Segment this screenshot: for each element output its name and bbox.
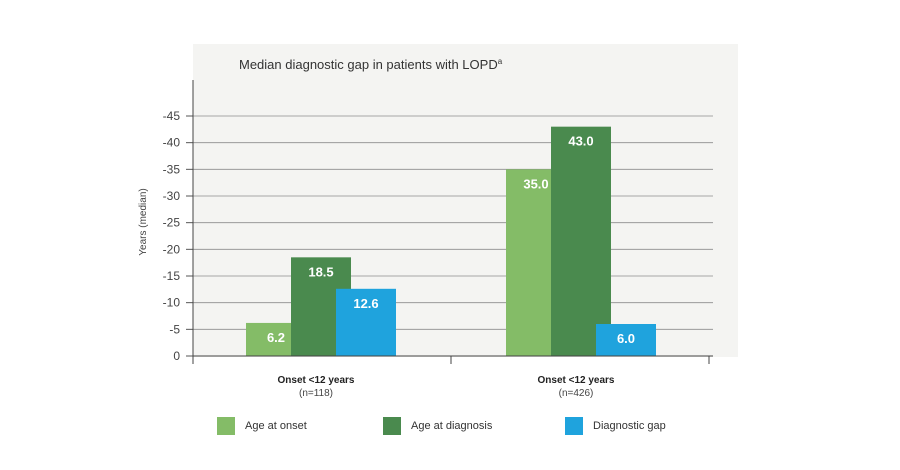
y-tick-label: -10: [163, 296, 181, 310]
chart-title-superscript: a: [498, 57, 503, 66]
y-tick-label: -35: [163, 162, 181, 176]
chart-title: Median diagnostic gap in patients with L…: [239, 57, 503, 72]
bar-value-label: 6.2: [267, 330, 285, 345]
category-labels: Onset <12 years (n=118) Onset <12 years (n=…: [278, 375, 615, 399]
y-tick-label: -20: [163, 242, 181, 256]
category-label: Onset <12 years: [538, 375, 615, 386]
y-tick-labels: 0 -5 -10 -15 -20 -25 -30 -35 -40 -45: [163, 109, 193, 363]
y-tick-label: -15: [163, 269, 181, 283]
bar-value-label: 18.5: [308, 264, 333, 279]
y-tick-label: -5: [169, 322, 180, 336]
y-tick-label: 0: [173, 349, 180, 363]
bar-diagnostic-gap-2: [596, 324, 656, 356]
bar-value-label: 35.0: [523, 176, 548, 191]
category-label: Onset <12 years: [278, 375, 355, 386]
category-sublabel: (n=426): [559, 388, 594, 399]
chart-title-text: Median diagnostic gap in patients with L…: [239, 57, 498, 72]
bar-age-at-diagnosis-2: [551, 126, 611, 357]
y-tick-label: -40: [163, 136, 181, 150]
bar-value-label: 43.0: [568, 134, 593, 149]
y-tick-label: -25: [163, 216, 181, 230]
y-tick-label: -30: [163, 189, 181, 203]
bar-diagnostic-gap-1: [336, 288, 396, 356]
bar-value-label: 6.0: [617, 331, 635, 346]
bars: 6.2 18.5 12.6 35.0 43.0 6.0: [246, 126, 656, 357]
bar-value-label: 12.6: [353, 296, 378, 311]
category-sublabel: (n=118): [299, 388, 333, 399]
chart-background: [193, 44, 738, 357]
grid-lines: [193, 115, 713, 330]
y-tick-label: -45: [163, 109, 181, 123]
y-axis-label: Years (median): [138, 188, 149, 255]
x-axis: [192, 80, 713, 364]
